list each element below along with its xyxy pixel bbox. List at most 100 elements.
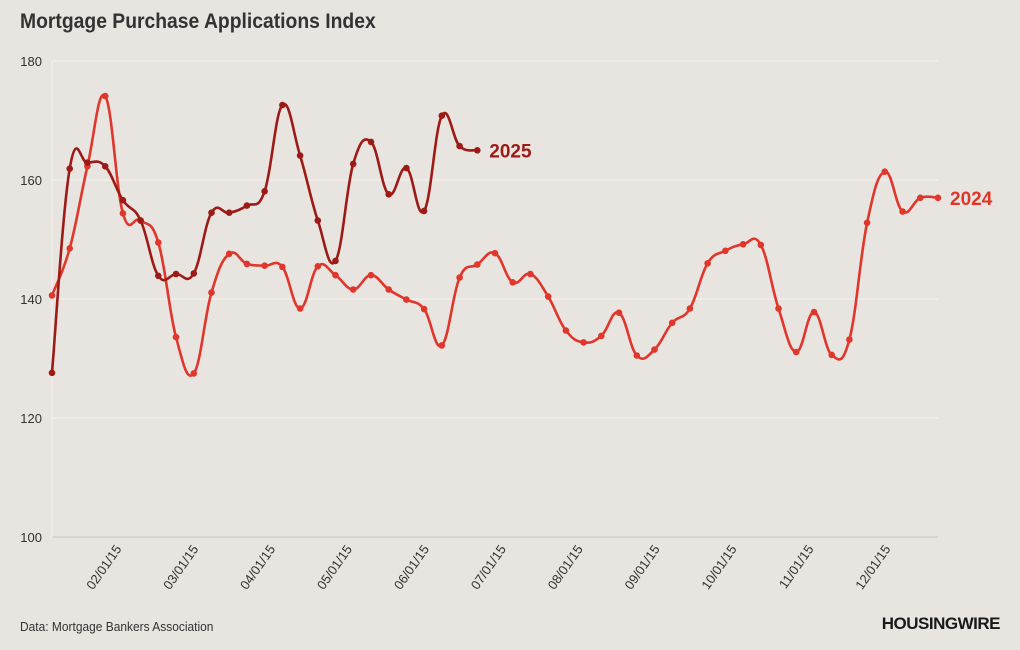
source-note: Data: Mortgage Bankers Association [20, 619, 214, 634]
data-point-2024 [757, 241, 765, 249]
data-point-2025 [314, 217, 322, 224]
data-point-2024 [810, 308, 818, 316]
data-point-2025 [279, 101, 286, 109]
data-point-2024 [562, 327, 570, 334]
data-point-2025 [456, 142, 463, 150]
data-point-2025 [385, 191, 393, 198]
data-point-2024 [704, 260, 711, 267]
data-point-2025 [367, 138, 375, 146]
data-point-2024 [314, 263, 322, 270]
data-point-2025 [261, 188, 268, 195]
data-point-2024 [651, 346, 658, 353]
data-point-2024 [792, 348, 800, 356]
x-tick-label: 02/01/15 [83, 542, 124, 592]
data-point-2025 [190, 270, 198, 277]
series-layer [48, 92, 942, 377]
series-end-label-2025: 2025 [489, 141, 532, 162]
data-point-2024 [598, 332, 605, 340]
data-point-2024 [279, 263, 286, 271]
x-tick-label: 10/01/15 [698, 542, 739, 592]
data-point-2024 [686, 305, 694, 312]
data-point-2024 [863, 219, 871, 227]
data-point-2024 [739, 241, 747, 248]
data-point-2024 [580, 339, 587, 346]
data-point-2024 [403, 296, 410, 303]
data-point-2024 [101, 92, 109, 100]
data-point-2024 [934, 194, 942, 202]
data-point-2024 [66, 245, 73, 252]
data-point-2024 [917, 194, 924, 202]
data-point-2024 [367, 271, 375, 279]
data-point-2024 [438, 342, 446, 349]
data-point-2024 [48, 292, 56, 299]
series-line-2025 [50, 102, 478, 373]
data-point-2025 [137, 217, 144, 224]
data-point-2025 [438, 112, 446, 119]
x-tick-label: 11/01/15 [776, 542, 817, 591]
data-point-2024 [474, 261, 481, 268]
x-tick-label: 04/01/15 [237, 542, 278, 592]
data-point-2024 [172, 333, 180, 341]
data-point-2025 [296, 152, 304, 159]
data-point-2025 [119, 196, 127, 204]
data-point-2024 [119, 210, 127, 217]
data-point-2025 [243, 202, 251, 209]
data-point-2024 [527, 270, 534, 278]
data-point-2024 [332, 271, 339, 279]
x-tick-label: 05/01/15 [314, 542, 355, 592]
data-point-2024 [881, 168, 889, 175]
data-point-2025 [84, 159, 91, 166]
series-end-label-2024: 2024 [950, 189, 993, 210]
data-point-2025 [420, 207, 428, 215]
chart-title: Mortgage Purchase Applications Index [20, 10, 376, 33]
data-point-2025 [48, 369, 56, 377]
data-point-2024 [722, 247, 729, 255]
data-point-2025 [349, 160, 357, 168]
data-point-2024 [420, 305, 428, 313]
data-point-2024 [296, 305, 304, 312]
data-point-2024 [615, 309, 623, 317]
data-point-2024 [385, 286, 393, 293]
data-point-2024 [544, 293, 552, 300]
data-point-2025 [101, 163, 109, 170]
data-point-2024 [668, 319, 676, 327]
data-point-2024 [261, 262, 268, 270]
data-point-2025 [403, 164, 410, 172]
data-point-2024 [243, 260, 251, 268]
data-point-2025 [208, 209, 215, 216]
data-point-2024 [509, 279, 516, 286]
x-tick-label: 12/01/15 [852, 542, 893, 592]
data-point-2024 [899, 208, 906, 215]
x-tick-label: 07/01/15 [468, 542, 509, 592]
y-tick-label: 180 [20, 54, 42, 69]
brand-logo: HOUSINGWIRE [881, 614, 1001, 633]
y-axis: 100 120 140 160 180 [20, 54, 42, 545]
data-point-2025 [474, 147, 481, 154]
data-point-2025 [172, 270, 180, 278]
data-point-2025 [332, 257, 339, 265]
data-point-2024 [633, 352, 641, 359]
x-tick-label: 06/01/15 [391, 542, 432, 592]
y-tick-label: 100 [20, 530, 42, 545]
data-point-2024 [225, 250, 233, 258]
x-tick-label: 08/01/15 [545, 542, 586, 592]
x-tick-label: 09/01/15 [621, 542, 662, 592]
data-point-2024 [491, 249, 499, 257]
data-point-2024 [190, 370, 198, 377]
y-tick-label: 160 [20, 173, 42, 188]
y-tick-label: 140 [20, 292, 42, 307]
data-point-2024 [828, 351, 835, 359]
data-point-2024 [846, 336, 853, 343]
data-point-2024 [456, 274, 463, 281]
series-line-2024 [50, 93, 939, 377]
x-tick-label: 03/01/15 [160, 542, 201, 592]
grid-lines [51, 60, 938, 538]
y-tick-label: 120 [20, 411, 42, 426]
x-axis: 02/01/15 03/01/15 04/01/15 05/01/15 06/01/15… [83, 542, 893, 592]
data-point-2024 [208, 289, 215, 296]
data-point-2024 [349, 286, 357, 293]
data-point-2025 [155, 272, 162, 280]
data-point-2024 [775, 305, 782, 312]
